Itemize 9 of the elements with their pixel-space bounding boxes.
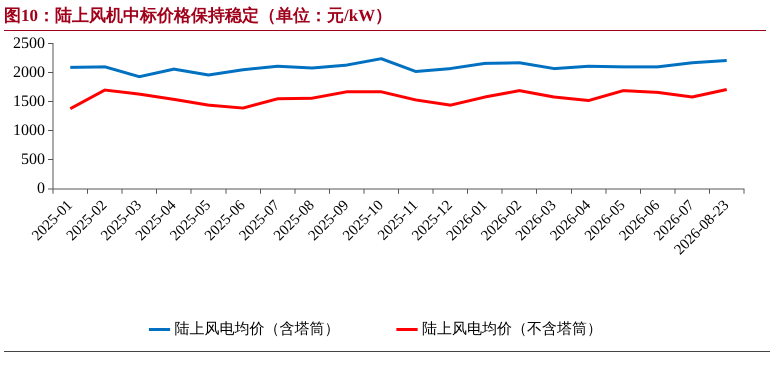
y-tick-label: 2000 bbox=[13, 64, 45, 81]
y-tick-label: 500 bbox=[21, 150, 45, 168]
y-tick-label: 1500 bbox=[13, 92, 45, 110]
y-tick-label: 0 bbox=[37, 180, 45, 197]
y-tick-label: 1000 bbox=[13, 122, 45, 139]
y-tick-label: 2500 bbox=[13, 34, 45, 52]
chart-title: 图10：陆上风机中标价格保持稳定（单位：元/kW） bbox=[4, 0, 766, 31]
legend-label: 陆上风电均价（含塔筒） bbox=[174, 320, 340, 338]
legend-label: 陆上风电均价（不含塔筒） bbox=[422, 320, 602, 338]
